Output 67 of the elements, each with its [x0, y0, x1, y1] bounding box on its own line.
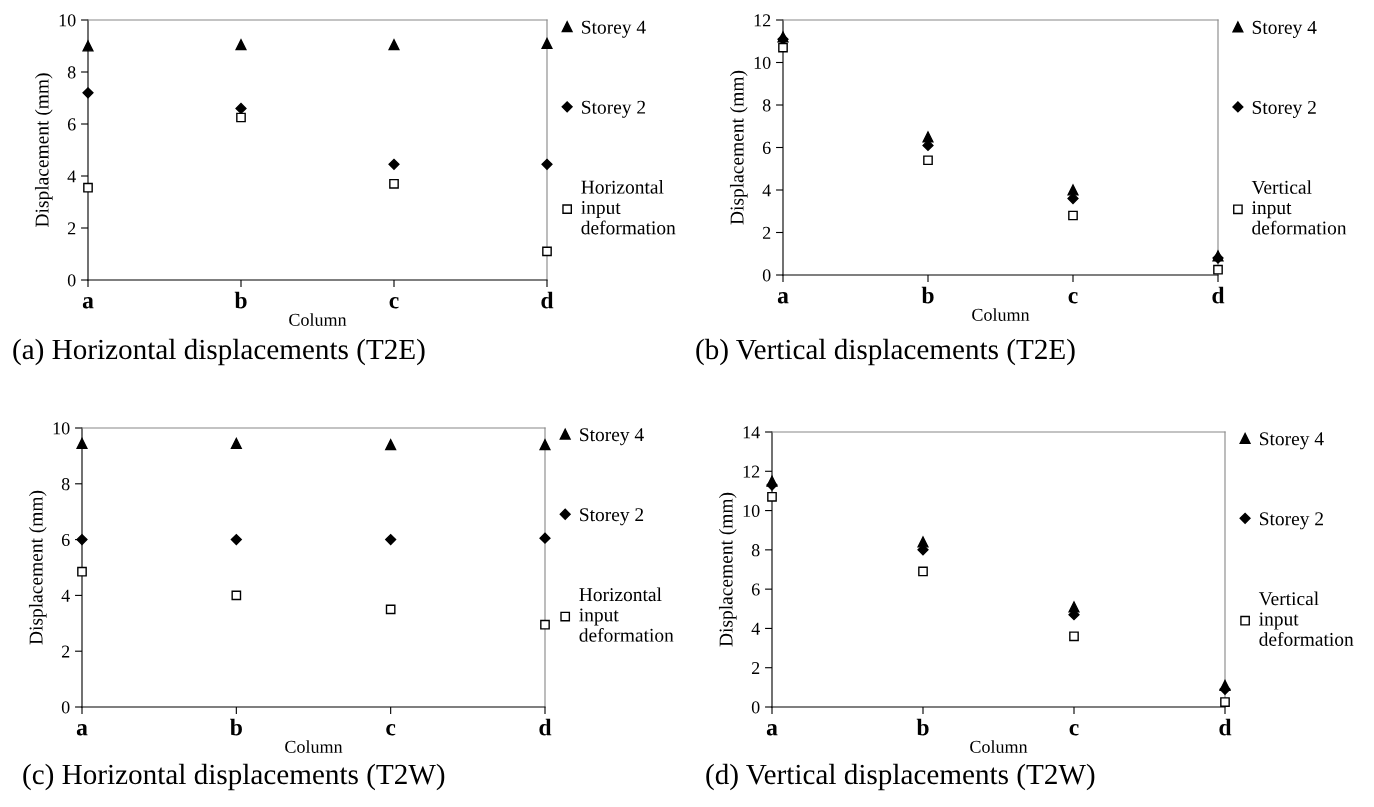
y-tick-label: 6: [67, 118, 76, 131]
y-tick-label: 8: [67, 66, 76, 79]
legend-label: Storey 2: [1260, 512, 1323, 530]
legend-label: Horizontal input deformation: [581, 180, 676, 235]
x-tick-label: c: [389, 297, 399, 309]
x-axis-title: Column: [289, 313, 347, 326]
y-tick-label: 4: [751, 622, 760, 635]
y-tick-label: 2: [751, 662, 760, 674]
x-tick-label: b: [230, 718, 242, 736]
y-tick-label: 4: [61, 589, 70, 602]
y-tick-label: 10: [743, 504, 760, 518]
y-tick-label: 10: [53, 422, 70, 435]
y-tick-label: 4: [67, 170, 76, 183]
x-tick-label: a: [76, 724, 88, 736]
x-tick-label: b: [921, 286, 934, 304]
text: (a) Horizontal displacements (T2E): [13, 338, 425, 366]
x-tick-label: c: [1069, 724, 1079, 736]
x-tick-label: a: [82, 297, 94, 309]
legend-label: Vertical input deformation: [1251, 180, 1347, 235]
x-axis-title: Column: [972, 308, 1030, 321]
y-tick-label: 12: [754, 14, 771, 27]
legend-label: Storey 4: [1252, 20, 1317, 38]
y-tick-label: 8: [762, 99, 771, 112]
y-tick-label: 2: [67, 222, 76, 235]
x-tick-label: d: [1219, 718, 1232, 736]
y-tick-label: 10: [754, 56, 771, 69]
legend-label: Storey 2: [580, 508, 644, 526]
legend-label: Horizontal input deformation: [579, 587, 674, 642]
x-tick-label: b: [234, 291, 247, 309]
y-tick-label: 10: [59, 14, 76, 27]
y-axis-title: Displacement (mm): [34, 73, 53, 227]
y-tick-label: 4: [762, 184, 771, 197]
text: (d) Vertical displacements (T2W): [706, 763, 1095, 791]
y-tick-label: 0: [61, 701, 70, 714]
x-tick-label: a: [766, 724, 778, 736]
x-tick-label: c: [386, 724, 396, 736]
y-tick-label: 12: [743, 465, 760, 478]
legend-label: Vertical input deformation: [1258, 591, 1354, 646]
y-tick-label: 0: [67, 274, 76, 287]
y-tick-label: 2: [61, 645, 70, 658]
text: (c) Horizontal displacements (T2W): [23, 763, 445, 791]
legend-label: Storey 2: [582, 100, 646, 118]
legend-label: Storey 4: [582, 20, 646, 38]
y-tick-label: 2: [762, 226, 771, 239]
x-tick-label: d: [539, 718, 552, 736]
x-axis-title: Column: [285, 740, 343, 753]
y-tick-label: 6: [61, 533, 70, 547]
x-tick-label: d: [1212, 286, 1225, 304]
y-tick-label: 8: [61, 478, 70, 491]
x-tick-label: c: [1068, 292, 1078, 304]
y-tick-label: 0: [762, 269, 771, 282]
y-tick-label: 6: [762, 141, 771, 154]
y-tick-label: 6: [751, 583, 760, 596]
x-axis-title: Column: [970, 740, 1028, 753]
x-tick-label: a: [777, 292, 789, 304]
y-axis-title: Displacement (mm): [718, 492, 737, 647]
y-axis-title: Displacement (mm): [28, 490, 47, 645]
legend-label: Storey 4: [580, 428, 644, 446]
y-axis-title: Displacement (mm): [729, 70, 748, 225]
legend-label: Storey 4: [1260, 432, 1324, 450]
x-tick-label: d: [541, 291, 554, 309]
y-tick-label: 0: [751, 701, 760, 714]
y-tick-label: 14: [743, 426, 760, 439]
x-tick-label: b: [916, 718, 929, 736]
legend-label: Storey 2: [1252, 100, 1316, 118]
y-tick-label: 8: [751, 544, 760, 557]
text: (b) Vertical displacements (T2E): [696, 338, 1075, 366]
